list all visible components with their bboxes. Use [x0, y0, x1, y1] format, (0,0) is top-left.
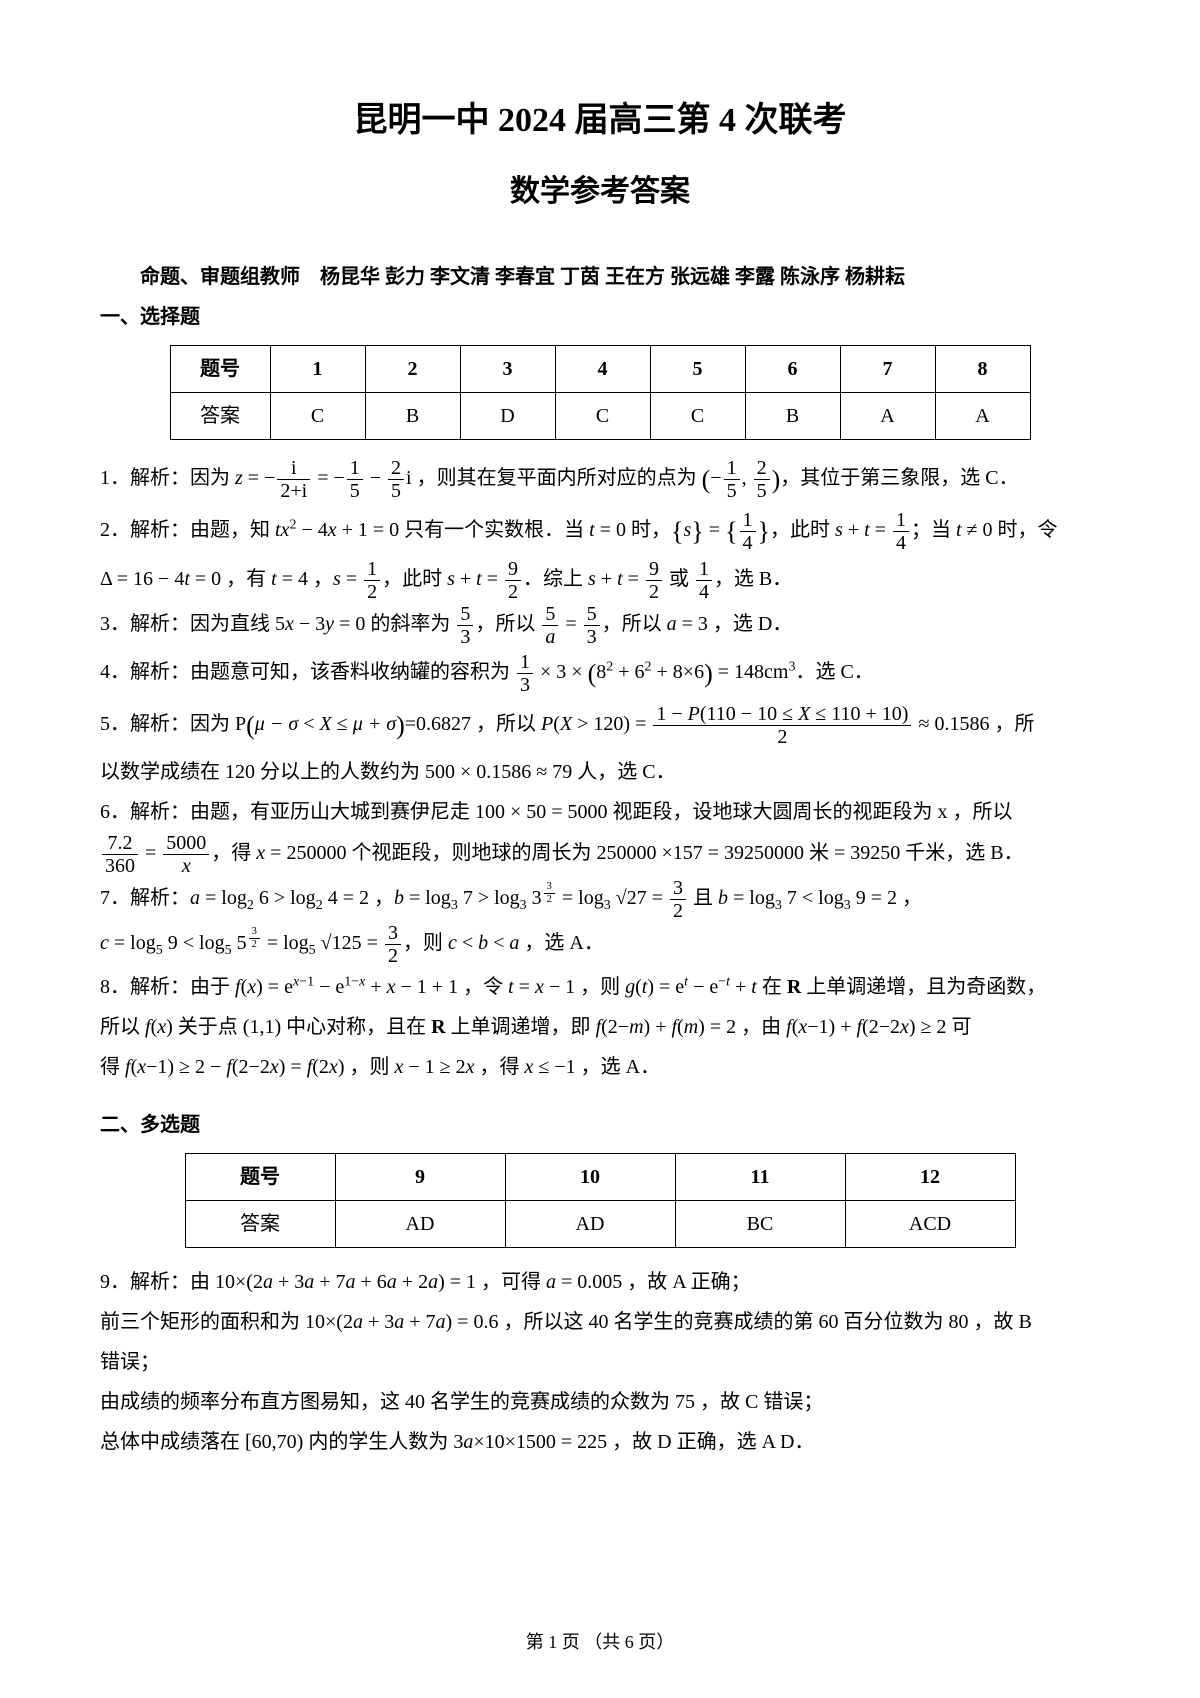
answer-cell: C — [270, 393, 365, 440]
col-header: 12 — [845, 1154, 1015, 1201]
solution-4: 4．解析：由题意可知，该香料收纳罐的容积为 13 × 3 × (82 + 62 … — [100, 648, 1100, 700]
col-header: 9 — [335, 1154, 505, 1201]
solution-5b: 以数学成绩在 120 分以上的人数约为 500 × 0.1586 ≈ 79 人，… — [100, 752, 1100, 792]
solution-6: 6．解析：由题，有亚历山大城到赛伊尼走 100 × 50 = 5000 视距段，… — [100, 792, 1100, 832]
solution-8: 8．解析：由于 f(x) = ex−1 − e1−x + x − 1 + 1 ，… — [100, 967, 1100, 1007]
answer-cell: AD — [335, 1201, 505, 1248]
authors-line: 命题、审题组教师 杨昆华 彭力 李文清 李春宜 丁茵 王在方 张远雄 李露 陈泳… — [100, 259, 1100, 295]
solution-9b: 前三个矩形的面积和为 10×(2a + 3a + 7a) = 0.6 ，所以这 … — [100, 1302, 1100, 1342]
solution-3: 3．解析：因为直线 5x − 3y = 0 的斜率为 53，所以 5a = 53… — [100, 603, 1100, 648]
col-header: 3 — [460, 346, 555, 393]
row-header-label: 题号 — [170, 346, 270, 393]
solution-2: 2．解析：由题，知 tx2 − 4x + 1 = 0 只有一个实数根．当 t =… — [100, 506, 1100, 558]
col-header: 5 — [650, 346, 745, 393]
col-header: 4 — [555, 346, 650, 393]
col-header: 2 — [365, 346, 460, 393]
col-header: 6 — [745, 346, 840, 393]
answer-cell: A — [840, 393, 935, 440]
table-row: 题号 1 2 3 4 5 6 7 8 — [170, 346, 1030, 393]
answer-cell: ACD — [845, 1201, 1015, 1248]
row-header-label: 题号 — [185, 1154, 335, 1201]
document-page: 昆明一中 2024 届高三第 4 次联考 数学参考答案 命题、审题组教师 杨昆华… — [0, 0, 1200, 1698]
solution-9c: 错误； — [100, 1342, 1100, 1382]
page-number: 第 1 页 （共 6 页） — [0, 1626, 1200, 1658]
answer-label: 答案 — [185, 1201, 335, 1248]
multi-choice-table: 题号 9 10 11 12 答案 AD AD BC ACD — [185, 1153, 1016, 1248]
solution-9d: 由成绩的频率分布直方图易知，这 40 名学生的竞赛成绩的众数为 75 ，故 C … — [100, 1382, 1100, 1422]
answer-cell: B — [365, 393, 460, 440]
solution-9e: 总体中成绩落在 [60,70) 内的学生人数为 3a×10×1500 = 225… — [100, 1422, 1100, 1462]
solution-9a: 9．解析：由 10×(2a + 3a + 7a + 6a + 2a) = 1 ，… — [100, 1262, 1100, 1302]
solution-7: 7．解析：a = log2 6 > log2 4 = 2 ，b = log3 7… — [100, 877, 1100, 922]
answer-cell: B — [745, 393, 840, 440]
col-header: 11 — [675, 1154, 845, 1201]
solution-8c: 得 f(x−1) ≥ 2 − f(2−2x) = f(2x) ，则 x − 1 … — [100, 1047, 1100, 1087]
col-header: 7 — [840, 346, 935, 393]
authors-names: 杨昆华 彭力 李文清 李春宜 丁茵 王在方 张远雄 李露 陈泳序 杨耕耘 — [320, 266, 905, 288]
table-row: 答案 AD AD BC ACD — [185, 1201, 1015, 1248]
doc-subtitle: 数学参考答案 — [100, 165, 1100, 219]
col-header: 1 — [270, 346, 365, 393]
table-row: 题号 9 10 11 12 — [185, 1154, 1015, 1201]
exam-title: 昆明一中 2024 届高三第 4 次联考 — [100, 90, 1100, 151]
col-header: 8 — [935, 346, 1030, 393]
solution-1: 1．解析：因为 z = −i2+i = −15 − 25i ，则其在复平面内所对… — [100, 454, 1100, 506]
solution-6b: 7.2360 = 5000x，得 x = 250000 个视距段，则地球的周长为… — [100, 832, 1100, 877]
single-choice-table: 题号 1 2 3 4 5 6 7 8 答案 C B D C C B A A — [170, 345, 1031, 440]
answer-cell: AD — [505, 1201, 675, 1248]
answer-cell: C — [650, 393, 745, 440]
authors-label: 命题、审题组教师 — [140, 266, 300, 288]
answer-cell: D — [460, 393, 555, 440]
col-header: 10 — [505, 1154, 675, 1201]
solution-5: 5．解析：因为 P(μ − σ < X ≤ μ + σ)=0.6827 ，所以 … — [100, 700, 1100, 752]
solution-2b: Δ = 16 − 4t = 0 ，有 t = 4 ，s = 12，此时 s + … — [100, 558, 1100, 603]
section1-title: 一、选择题 — [100, 299, 1100, 335]
solution-8b: 所以 f(x) 关于点 (1,1) 中心对称，且在 R 上单调递增，即 f(2−… — [100, 1007, 1100, 1047]
spacer — [100, 1087, 1100, 1103]
section2-title: 二、多选题 — [100, 1107, 1100, 1143]
answer-label: 答案 — [170, 393, 270, 440]
answer-cell: BC — [675, 1201, 845, 1248]
answer-cell: C — [555, 393, 650, 440]
table-row: 答案 C B D C C B A A — [170, 393, 1030, 440]
answer-cell: A — [935, 393, 1030, 440]
solution-7b: c = log5 9 < log5 532 = log5 √125 = 32，则… — [100, 922, 1100, 967]
